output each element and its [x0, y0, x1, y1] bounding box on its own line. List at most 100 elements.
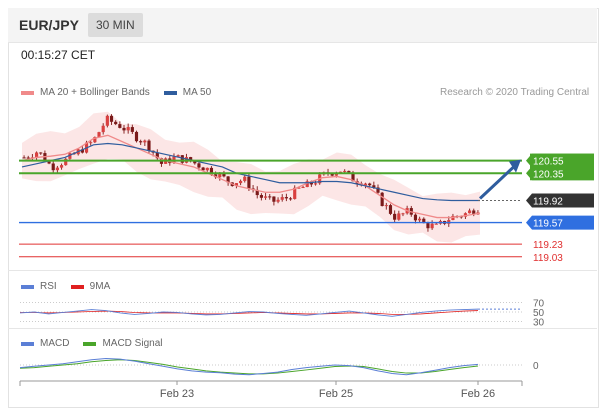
macd-divider [8, 328, 597, 329]
candle-body [347, 170, 351, 173]
ma20-legend-label: MA 20 + Bollinger Bands [40, 87, 150, 98]
rsi-legend-label: RSI [40, 281, 57, 292]
candle-body [214, 174, 218, 178]
symbol-label: EUR/JPY [19, 17, 79, 33]
candle-body [263, 196, 268, 198]
candle-body [301, 187, 305, 189]
candle-body [468, 210, 472, 214]
candle-body [101, 125, 105, 133]
candle-body [205, 167, 209, 171]
rsi-ma-swatch [70, 284, 84, 289]
bollinger-band-area [22, 111, 480, 243]
candle-body [97, 132, 101, 138]
macd-legend: MACD MACD Signal [21, 338, 162, 349]
macd-zero-label: 0 [533, 361, 539, 372]
rsi-level-label: 50 [533, 308, 545, 319]
candle-body [51, 163, 55, 171]
candle-body [255, 189, 259, 196]
rsi-swatch [21, 284, 34, 289]
candle-body [180, 155, 184, 163]
macd-swatch [21, 341, 34, 346]
candle-body [313, 183, 318, 185]
last-price-value: 119.92 [533, 196, 563, 207]
candle-body [297, 187, 301, 189]
support-1-value: 119.23 [533, 240, 563, 251]
x-tick-label: Feb 26 [461, 388, 495, 400]
pivot-value: 119.57 [533, 219, 563, 230]
candle-body [247, 176, 251, 189]
candle-body [343, 170, 347, 172]
candle-body [59, 165, 64, 168]
candle-body [109, 115, 114, 122]
macd-legend-label: MACD [40, 338, 70, 349]
forecast-arrow-shaft [478, 165, 516, 200]
candle-body [134, 131, 139, 142]
candle-body [155, 152, 159, 159]
candle-body [384, 205, 388, 207]
candle-body [55, 167, 59, 171]
candle-body [393, 213, 397, 220]
candle-body [363, 183, 368, 186]
candle-body [430, 223, 434, 229]
macd-signal-legend-label: MACD Signal [102, 338, 163, 349]
candle-body [330, 173, 334, 176]
candle-body [139, 141, 143, 143]
candle-body [22, 157, 26, 159]
candle-body [413, 214, 418, 221]
ma50-swatch [163, 90, 177, 95]
candle-body [368, 183, 372, 186]
candle-body [259, 195, 263, 198]
candle-body [376, 187, 380, 193]
candle-body [34, 152, 39, 158]
candle-body [268, 196, 272, 198]
candle-body [68, 153, 72, 159]
source-credit: Research © 2020 Trading Central [440, 87, 590, 98]
forecast-arrow-head [509, 159, 521, 173]
candle-body [197, 163, 201, 168]
rsi-legend: RSI 9MA [21, 281, 110, 292]
candle-body [26, 157, 30, 159]
candle-body [201, 167, 205, 171]
candle-body [293, 187, 297, 199]
candle-body [243, 176, 247, 181]
candle-body [89, 142, 93, 144]
rsi-level-label: 30 [533, 318, 545, 329]
ma20-line [21, 134, 481, 219]
resistance-1-value: 120.55 [533, 157, 564, 168]
candle-body [209, 167, 214, 175]
ma50-line [21, 142, 480, 202]
candle-body [193, 161, 197, 164]
resistance-zone-tag [530, 153, 594, 181]
rsi-line [19, 308, 479, 317]
candle-body [218, 173, 222, 178]
ma50-legend-label: MA 50 [182, 87, 212, 98]
candle-body [47, 161, 51, 164]
candle-body [434, 223, 438, 225]
candle-body [472, 210, 476, 215]
x-tick-label: Feb 23 [160, 388, 194, 400]
candle-body [143, 140, 147, 143]
timeframe-badge[interactable]: 30 MIN [88, 13, 143, 37]
candle-body [463, 213, 468, 217]
candle-body [276, 199, 280, 202]
ma20-swatch [21, 90, 34, 95]
support-2-value: 119.03 [533, 253, 563, 264]
candle-body [80, 149, 84, 153]
candle-body [126, 127, 130, 131]
candle-body [372, 185, 376, 188]
candle-body [122, 127, 126, 131]
candle-body [380, 192, 384, 206]
macd-line [19, 357, 479, 376]
candle-body [426, 223, 430, 229]
candle-body [189, 157, 193, 162]
candle-body [334, 173, 338, 176]
x-tick-label: Feb 25 [319, 388, 353, 400]
candle-body [118, 124, 122, 128]
pivot-tag [526, 215, 594, 230]
timestamp: 00:15:27 CET [21, 48, 96, 62]
main-legend: MA 20 + Bollinger Bands MA 50 [21, 87, 211, 98]
candle-body [147, 140, 151, 151]
candle-body [176, 155, 180, 157]
candle-body [222, 173, 226, 177]
